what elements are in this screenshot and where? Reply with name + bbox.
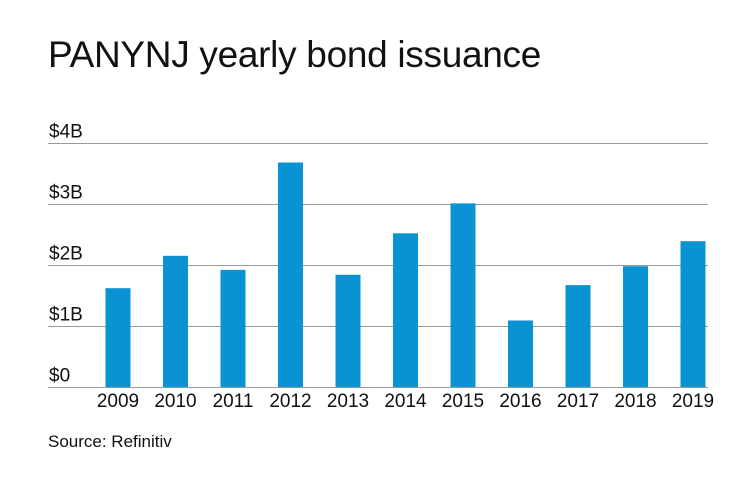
gridlines bbox=[48, 143, 708, 388]
bar-2010 bbox=[163, 255, 188, 387]
x-tick-label-2016: 2016 bbox=[499, 391, 541, 412]
bar-2012 bbox=[278, 162, 303, 387]
bar-2018 bbox=[623, 266, 648, 387]
bar-2017 bbox=[565, 285, 591, 387]
y-tick-label: $0 bbox=[49, 366, 70, 387]
x-tick-label-2017: 2017 bbox=[557, 391, 599, 412]
bar-2013 bbox=[335, 274, 361, 387]
x-tick-label-2013: 2013 bbox=[327, 391, 369, 412]
bar-2009 bbox=[105, 288, 131, 387]
bar-2011 bbox=[220, 269, 246, 387]
y-tick-label: $3B bbox=[49, 183, 83, 204]
chart-title: PANYNJ yearly bond issuance bbox=[48, 34, 542, 75]
x-tick-label-2011: 2011 bbox=[213, 391, 254, 412]
x-tick-label-2015: 2015 bbox=[442, 391, 484, 412]
y-tick-label: $2B bbox=[49, 244, 83, 265]
x-axis-tick-labels: 2009 2010 2011 2012 2013 2014 2015 2016 2017 2018… bbox=[97, 391, 714, 412]
y-tick-label: $1B bbox=[49, 305, 83, 326]
x-tick-label-2010: 2010 bbox=[154, 391, 196, 412]
bar-2019 bbox=[680, 241, 706, 387]
bar-2016 bbox=[508, 320, 533, 387]
x-tick-label-2019: 2019 bbox=[672, 391, 714, 412]
x-tick-label-2014: 2014 bbox=[384, 391, 427, 412]
bar-2014 bbox=[393, 233, 418, 387]
y-tick-label: $4B bbox=[49, 122, 83, 143]
x-tick-label-2012: 2012 bbox=[269, 391, 311, 412]
x-tick-label-2009: 2009 bbox=[97, 391, 139, 412]
x-tick-label-2018: 2018 bbox=[614, 391, 656, 412]
bars bbox=[105, 162, 706, 387]
y-axis-tick-labels: $0 $1B $2B $3B $4B bbox=[49, 122, 83, 387]
bar-2015 bbox=[450, 203, 476, 387]
source-note: Source: Refinitiv bbox=[48, 432, 172, 451]
